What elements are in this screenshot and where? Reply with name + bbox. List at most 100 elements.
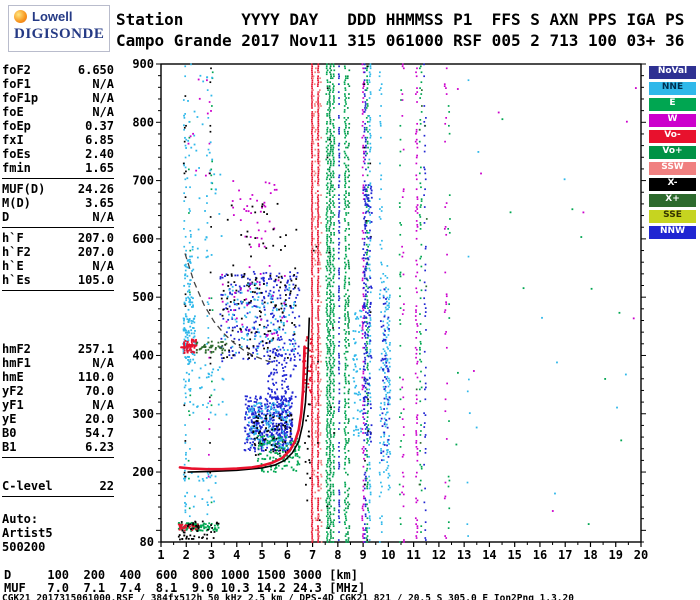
param-d: D N/A — [2, 210, 114, 224]
param-value: 1.65 — [85, 161, 114, 175]
param-value: N/A — [92, 91, 114, 105]
param-fof1p: foF1p N/A — [2, 91, 114, 105]
param-yf1: yF1 N/A — [2, 398, 114, 412]
param-hme: hmE 110.0 — [2, 370, 114, 384]
param-fof1: foF1 N/A — [2, 77, 114, 91]
param-muf-d: MUF(D) 24.26 — [2, 182, 114, 196]
legend-noval: NoVal — [649, 66, 696, 79]
param-value: 3.65 — [85, 196, 114, 210]
param-yf2: yF2 70.0 — [2, 384, 114, 398]
legend-ssw: SSW — [649, 162, 696, 175]
param-label: B0 — [2, 426, 17, 440]
param-h-es: h`Es 105.0 — [2, 273, 114, 287]
param-value: 20.0 — [85, 412, 114, 426]
param-value: 54.7 — [85, 426, 114, 440]
param-value: N/A — [92, 259, 114, 273]
param-label: fxI — [2, 133, 24, 147]
param-value: 22 — [99, 479, 114, 493]
legend-e: E — [649, 98, 696, 111]
param-label: C-level — [2, 479, 53, 493]
param-group-4: C-level 22 — [2, 478, 114, 497]
legend-x-: X- — [649, 178, 696, 191]
param-group-2: h`F 207.0 h`F2 207.0 h`E N/A h`Es 105.0 — [2, 230, 114, 291]
param-label: hmF1 — [2, 356, 31, 370]
param-label: Artist5 — [2, 526, 53, 540]
param-value: 6.85 — [85, 133, 114, 147]
param-value: 257.1 — [77, 342, 114, 356]
param-ye: yE 20.0 — [2, 412, 114, 426]
parameter-panel: foF2 6.650 foF1 N/A foF1p N/A foE N/A foEp 0.37 fx… — [2, 62, 114, 559]
param-foe: foE N/A — [2, 105, 114, 119]
param-value: N/A — [92, 210, 114, 224]
param-label: yF2 — [2, 384, 24, 398]
param-hmf1: hmF1 N/A — [2, 356, 114, 370]
echo-direction-legend: NoVal NNE E W Vo- Vo+ SSW X- X+ SSE NNW — [649, 66, 696, 239]
param-value: 6.23 — [85, 440, 114, 454]
header-station-values: Campo Grande 2017 Nov11 315 061000 RSF 0… — [116, 31, 685, 50]
legend-vo-: Vo+ — [649, 146, 696, 159]
logo-top-row: Lowell — [14, 9, 104, 24]
param-value: 70.0 — [85, 384, 114, 398]
legend-w: W — [649, 114, 696, 127]
param-c-level: C-level 22 — [2, 479, 114, 493]
logo-digisonde-text: DIGISONDE — [14, 26, 105, 42]
param-label: h`F — [2, 231, 24, 245]
param-value: 105.0 — [77, 273, 114, 287]
param-value: N/A — [92, 398, 114, 412]
param-value: 2.40 — [85, 147, 114, 161]
footer-info: CGK21_2017315061000.RSF / 384fx512h 50 k… — [2, 593, 574, 600]
lowell-sun-icon — [14, 10, 27, 23]
param-h-e: h`E N/A — [2, 259, 114, 273]
param-label: yF1 — [2, 398, 24, 412]
legend-sse: SSE — [649, 210, 696, 223]
param-value: 24.26 — [77, 182, 114, 196]
param-label: h`E — [2, 259, 24, 273]
header-column-titles: Station YYYY DAY DDD HHMMSS P1 FFS S AXN… — [116, 10, 685, 29]
param-value: N/A — [92, 105, 114, 119]
param-label: foF1p — [2, 91, 39, 105]
param-label: h`F2 — [2, 245, 31, 259]
param-500200: 500200 — [2, 540, 114, 554]
param-b0: B0 54.7 — [2, 426, 114, 440]
param-label: h`Es — [2, 273, 31, 287]
param-hmf2: hmF2 257.1 — [2, 342, 114, 356]
distance-row: D 100 200 400 600 800 1000 1500 3000 [km… — [4, 568, 359, 582]
param-auto: Auto: — [2, 512, 114, 526]
param-b1: B1 6.23 — [2, 440, 114, 454]
param-label: yE — [2, 412, 17, 426]
param-value: 207.0 — [77, 245, 114, 259]
param-value: 6.650 — [77, 63, 114, 77]
legend-vo-: Vo- — [649, 130, 696, 143]
param-label: B1 — [2, 440, 17, 454]
param-label: fmin — [2, 161, 31, 175]
param-label: hmF2 — [2, 342, 31, 356]
param-h-f2: h`F2 207.0 — [2, 245, 114, 259]
param-m-d: M(D) 3.65 — [2, 196, 114, 210]
legend-nne: NNE — [649, 82, 696, 95]
legend-nnw: NNW — [649, 226, 696, 239]
param-label: foE — [2, 105, 24, 119]
param-label: foF2 — [2, 63, 31, 77]
param-value: 0.37 — [85, 119, 114, 133]
param-label: Auto: — [2, 512, 39, 526]
param-fxi: fxI 6.85 — [2, 133, 114, 147]
param-artist5: Artist5 — [2, 526, 114, 540]
param-label: hmE — [2, 370, 24, 384]
param-label: 500200 — [2, 540, 46, 554]
param-value: N/A — [92, 77, 114, 91]
param-group-3: hmF2 257.1 hmF1 N/A hmE 110.0 yF2 70.0 yF1 N/A yE 2… — [2, 341, 114, 458]
logo-lowell-text: Lowell — [32, 9, 73, 24]
param-group-0: foF2 6.650 foF1 N/A foF1p N/A foE N/A foEp 0.37 fx… — [2, 62, 114, 179]
param-foep: foEp 0.37 — [2, 119, 114, 133]
ionogram-plot — [113, 54, 653, 566]
param-h-f: h`F 207.0 — [2, 231, 114, 245]
param-label: MUF(D) — [2, 182, 46, 196]
param-label: D — [2, 210, 10, 224]
param-label: M(D) — [2, 196, 31, 210]
param-fof2: foF2 6.650 — [2, 63, 114, 77]
lowell-digisonde-logo: Lowell DIGISONDE — [8, 5, 110, 52]
param-label: foEs — [2, 147, 31, 161]
legend-x-: X+ — [649, 194, 696, 207]
param-value: 207.0 — [77, 231, 114, 245]
